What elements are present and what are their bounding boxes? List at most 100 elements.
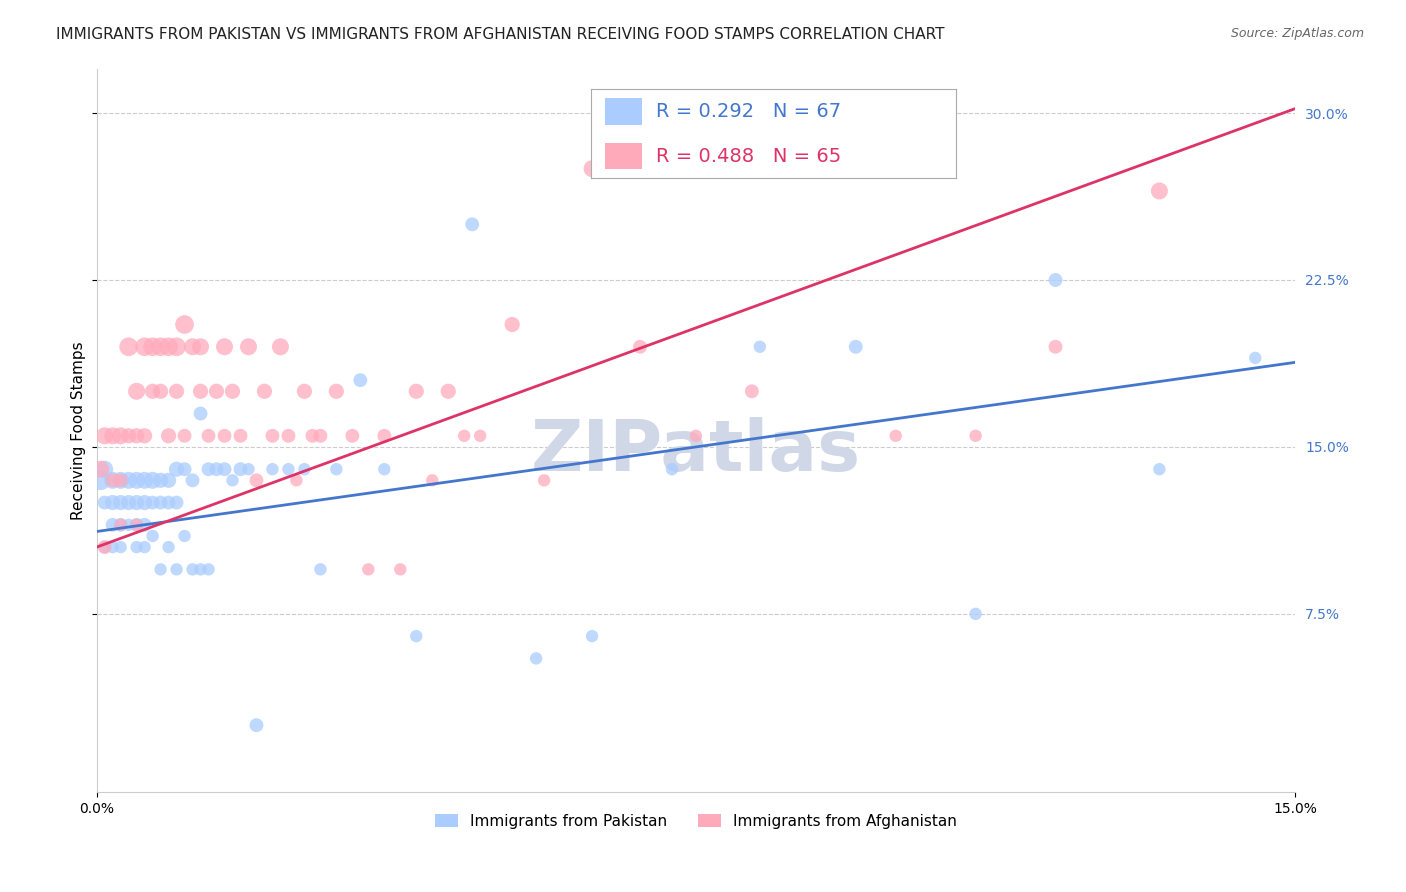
Point xyxy=(190,384,212,399)
Point xyxy=(166,462,188,476)
Point xyxy=(93,540,115,554)
Point xyxy=(214,462,236,476)
Point xyxy=(90,462,112,476)
Point xyxy=(238,462,260,476)
Point xyxy=(294,462,316,476)
Point xyxy=(157,429,180,443)
Point xyxy=(142,340,165,354)
Point xyxy=(110,429,132,443)
Point xyxy=(134,429,156,443)
Point xyxy=(142,384,165,399)
Point xyxy=(294,384,316,399)
Point xyxy=(1149,184,1171,198)
Point xyxy=(965,429,987,443)
Point xyxy=(285,473,308,487)
Point xyxy=(309,562,332,576)
Point xyxy=(205,384,228,399)
Point xyxy=(157,473,180,487)
Point xyxy=(166,495,188,509)
Point xyxy=(125,517,148,532)
Legend: Immigrants from Pakistan, Immigrants from Afghanistan: Immigrants from Pakistan, Immigrants fro… xyxy=(429,807,963,835)
Point xyxy=(125,495,148,509)
Point xyxy=(125,384,148,399)
Point xyxy=(93,495,115,509)
Point xyxy=(173,462,195,476)
Point xyxy=(110,473,132,487)
Point xyxy=(110,495,132,509)
Point xyxy=(101,540,124,554)
Point xyxy=(245,718,267,732)
Point xyxy=(342,429,364,443)
Point xyxy=(149,340,172,354)
Point xyxy=(181,562,204,576)
Point xyxy=(134,340,156,354)
Point xyxy=(238,340,260,354)
Point xyxy=(214,429,236,443)
Point xyxy=(181,473,204,487)
Point xyxy=(110,517,132,532)
Point xyxy=(661,462,683,476)
Point xyxy=(117,429,139,443)
Point xyxy=(262,462,284,476)
Point xyxy=(134,540,156,554)
Point xyxy=(325,462,347,476)
Point xyxy=(405,384,427,399)
Point xyxy=(173,529,195,543)
Point xyxy=(581,161,603,176)
Point xyxy=(142,495,165,509)
Point xyxy=(804,161,827,176)
Point xyxy=(197,562,219,576)
Point xyxy=(748,340,770,354)
Point xyxy=(1149,462,1171,476)
Point xyxy=(229,462,252,476)
Point xyxy=(93,429,115,443)
Point xyxy=(117,517,139,532)
Point xyxy=(125,540,148,554)
FancyBboxPatch shape xyxy=(605,143,641,169)
Point xyxy=(190,562,212,576)
Text: R = 0.292   N = 67: R = 0.292 N = 67 xyxy=(657,102,841,121)
Point xyxy=(149,562,172,576)
Point xyxy=(90,473,112,487)
Y-axis label: Receiving Food Stamps: Receiving Food Stamps xyxy=(72,341,86,519)
Point xyxy=(157,540,180,554)
Point xyxy=(101,473,124,487)
Point xyxy=(253,384,276,399)
Point xyxy=(101,429,124,443)
Point xyxy=(110,473,132,487)
Point xyxy=(349,373,371,387)
Point xyxy=(389,562,412,576)
Point xyxy=(884,429,907,443)
Text: IMMIGRANTS FROM PAKISTAN VS IMMIGRANTS FROM AFGHANISTAN RECEIVING FOOD STAMPS CO: IMMIGRANTS FROM PAKISTAN VS IMMIGRANTS F… xyxy=(56,27,945,42)
Point xyxy=(373,429,395,443)
Point xyxy=(524,651,547,665)
Point xyxy=(405,629,427,643)
Point xyxy=(101,495,124,509)
Point xyxy=(110,540,132,554)
Point xyxy=(229,429,252,443)
Point xyxy=(214,340,236,354)
Point xyxy=(277,429,299,443)
Point xyxy=(110,517,132,532)
Point xyxy=(149,495,172,509)
Point xyxy=(149,384,172,399)
Point xyxy=(245,473,267,487)
Point xyxy=(166,562,188,576)
Point xyxy=(197,462,219,476)
Point xyxy=(125,473,148,487)
Point xyxy=(301,429,323,443)
Point xyxy=(117,340,139,354)
Point xyxy=(325,384,347,399)
Point xyxy=(181,340,204,354)
Point xyxy=(277,462,299,476)
Point xyxy=(134,473,156,487)
Point xyxy=(101,517,124,532)
Point xyxy=(470,429,492,443)
Point xyxy=(93,462,115,476)
Point xyxy=(166,384,188,399)
Point xyxy=(190,340,212,354)
Point xyxy=(221,384,243,399)
Point xyxy=(1045,273,1067,287)
Point xyxy=(205,462,228,476)
Point xyxy=(533,473,555,487)
